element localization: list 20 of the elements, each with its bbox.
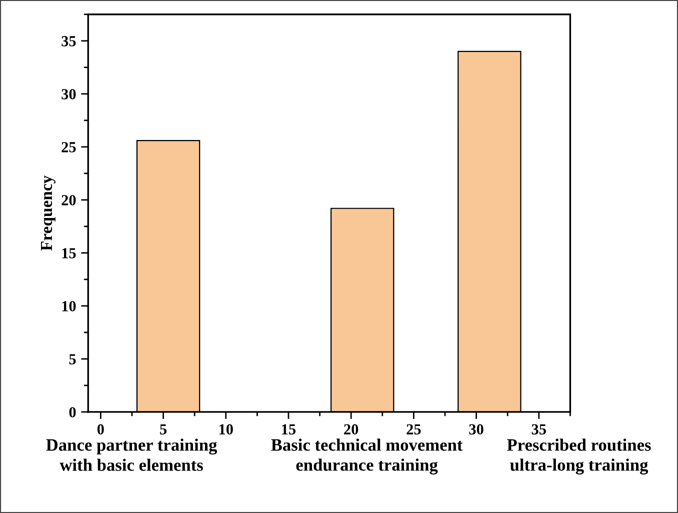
y-tick-label: 10	[62, 301, 76, 312]
x-tick-label: 10	[219, 424, 233, 434]
y-tick-label: 15	[62, 248, 76, 258]
y-tick-label: 20	[62, 195, 76, 206]
y-tick-label: 25	[62, 142, 76, 152]
text: Basic technical movement endurance training	[271, 438, 463, 474]
x-tick-label: 15	[282, 424, 296, 434]
y-tick-label: 0	[69, 407, 76, 418]
text: Dance partner training with basic elements	[46, 438, 218, 471]
y-tick-label: 35	[62, 36, 76, 46]
y-tick-label: 5	[69, 354, 76, 364]
x-tick-label: 20	[344, 424, 358, 434]
y-tick-label: 30	[62, 89, 76, 100]
y-axis-title: Frequency	[40, 176, 56, 251]
x-tick-label: 35	[532, 424, 546, 434]
text: Prescribed routines ultra-long training	[507, 438, 651, 474]
x-tick-label: 30	[469, 424, 484, 434]
x-tick-label: 25	[406, 424, 421, 434]
x-tick-label: 0	[97, 424, 104, 434]
x-tick-label: 5	[160, 424, 167, 434]
